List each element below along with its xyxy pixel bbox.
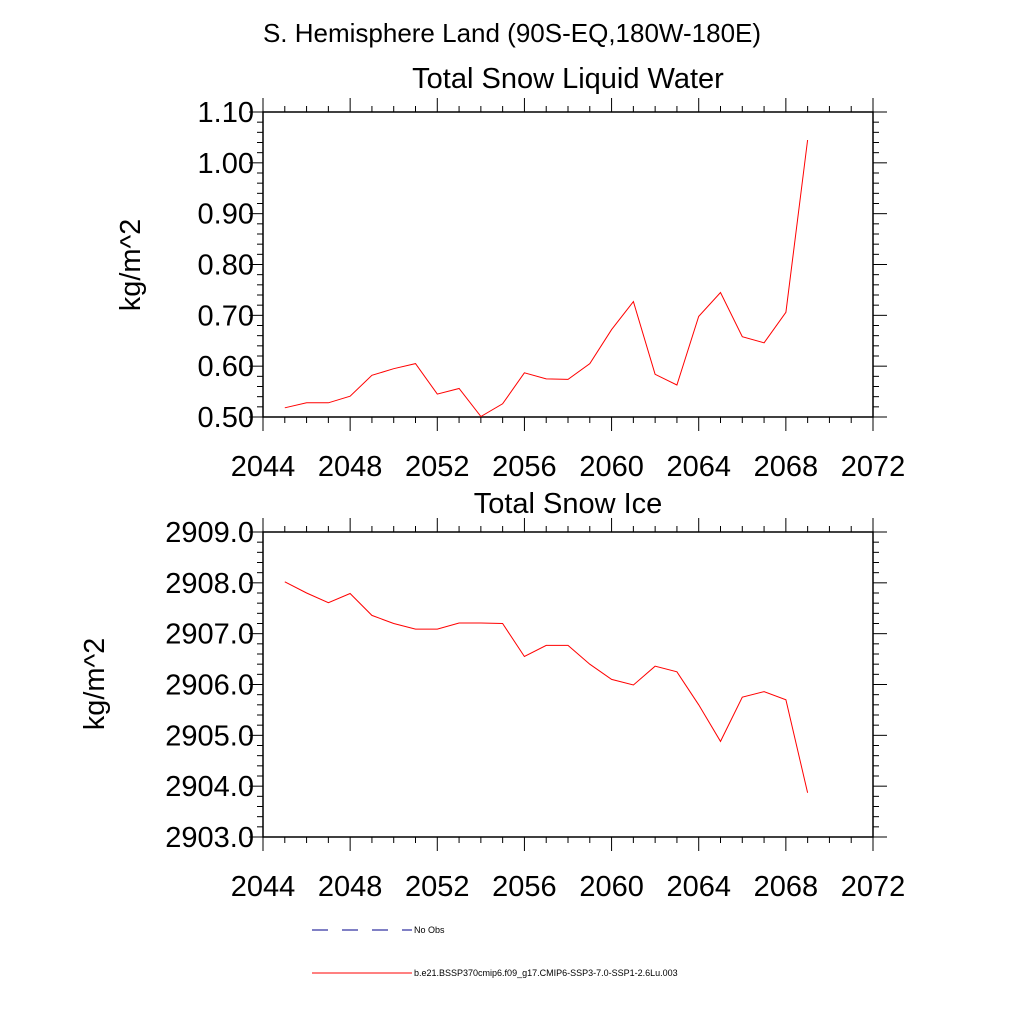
figure-suptitle: S. Hemisphere Land (90S-EQ,180W-180E) xyxy=(263,18,761,48)
x-tick-label: 2064 xyxy=(666,451,731,483)
x-tick-labels: 2044 2048 2052 2056 2060 2064 2068 2072 xyxy=(231,871,906,903)
x-tick-label: 2052 xyxy=(405,451,470,483)
x-tick-label: 2060 xyxy=(579,871,644,903)
x-tick-labels: 2044 2048 2052 2056 2060 2064 2068 2072 xyxy=(231,451,906,483)
legend-label: b.e21.BSSP370cmip6.f09_g17.CMIP6-SSP3-7.… xyxy=(414,968,678,978)
y-tick-labels: 2903.0 2904.0 2905.0 2906.0 2907.0 2908.0 2909… xyxy=(165,517,254,854)
y-tick-label: 2904.0 xyxy=(165,771,254,803)
y-tick-label: 2905.0 xyxy=(165,720,254,752)
chart-panel-snow-liquid-water: Total Snow Liquid Water 2044 2048 2052 2056… xyxy=(115,63,905,483)
y-tick-label: 0.70 xyxy=(198,300,254,332)
y-tick-label: 2907.0 xyxy=(165,619,254,651)
x-tick-label: 2068 xyxy=(754,871,819,903)
plot-frame xyxy=(262,531,874,838)
series-line xyxy=(284,581,809,793)
x-tick-label: 2072 xyxy=(841,451,906,483)
legend-label: No Obs xyxy=(414,925,445,935)
x-tick-label: 2052 xyxy=(405,871,470,903)
y-tick-label: 2909.0 xyxy=(165,517,254,549)
y-axis-label: kg/m^2 xyxy=(115,219,147,312)
axis-ticks xyxy=(249,98,887,431)
y-tick-label: 1.10 xyxy=(198,97,254,129)
y-tick-label: 1.00 xyxy=(198,148,254,180)
x-tick-label: 2056 xyxy=(492,451,557,483)
legend-item-model-run: b.e21.BSSP370cmip6.f09_g17.CMIP6-SSP3-7.… xyxy=(312,968,678,978)
x-tick-label: 2048 xyxy=(318,451,383,483)
plot-frame xyxy=(262,111,874,418)
chart-panel-snow-ice: Total Snow Ice 2044 2048 2052 2056 2060 2064 2… xyxy=(79,488,905,903)
y-tick-label: 0.50 xyxy=(198,402,254,434)
legend: No Obs b.e21.BSSP370cmip6.f09_g17.CMIP6-… xyxy=(312,925,678,978)
axis-ticks xyxy=(249,518,887,851)
x-tick-label: 2068 xyxy=(754,451,819,483)
y-tick-label: 2906.0 xyxy=(165,670,254,702)
x-tick-label: 2048 xyxy=(318,871,383,903)
y-axis-label: kg/m^2 xyxy=(79,638,111,731)
chart-title: Total Snow Liquid Water xyxy=(412,63,724,95)
x-tick-label: 2056 xyxy=(492,871,557,903)
x-tick-label: 2044 xyxy=(231,451,296,483)
y-tick-labels: 0.50 0.60 0.70 0.80 0.90 1.00 1.10 xyxy=(198,97,254,434)
x-tick-label: 2064 xyxy=(666,871,731,903)
y-tick-label: 0.60 xyxy=(198,351,254,383)
x-tick-label: 2044 xyxy=(231,871,296,903)
x-tick-label: 2060 xyxy=(579,451,644,483)
chart-title: Total Snow Ice xyxy=(474,488,663,520)
y-tick-label: 2908.0 xyxy=(165,568,254,600)
legend-item-no-obs: No Obs xyxy=(312,925,445,935)
series-line xyxy=(284,139,809,418)
y-tick-label: 0.90 xyxy=(198,199,254,231)
y-tick-label: 2903.0 xyxy=(165,822,254,854)
x-tick-label: 2072 xyxy=(841,871,906,903)
y-tick-label: 0.80 xyxy=(198,250,254,282)
